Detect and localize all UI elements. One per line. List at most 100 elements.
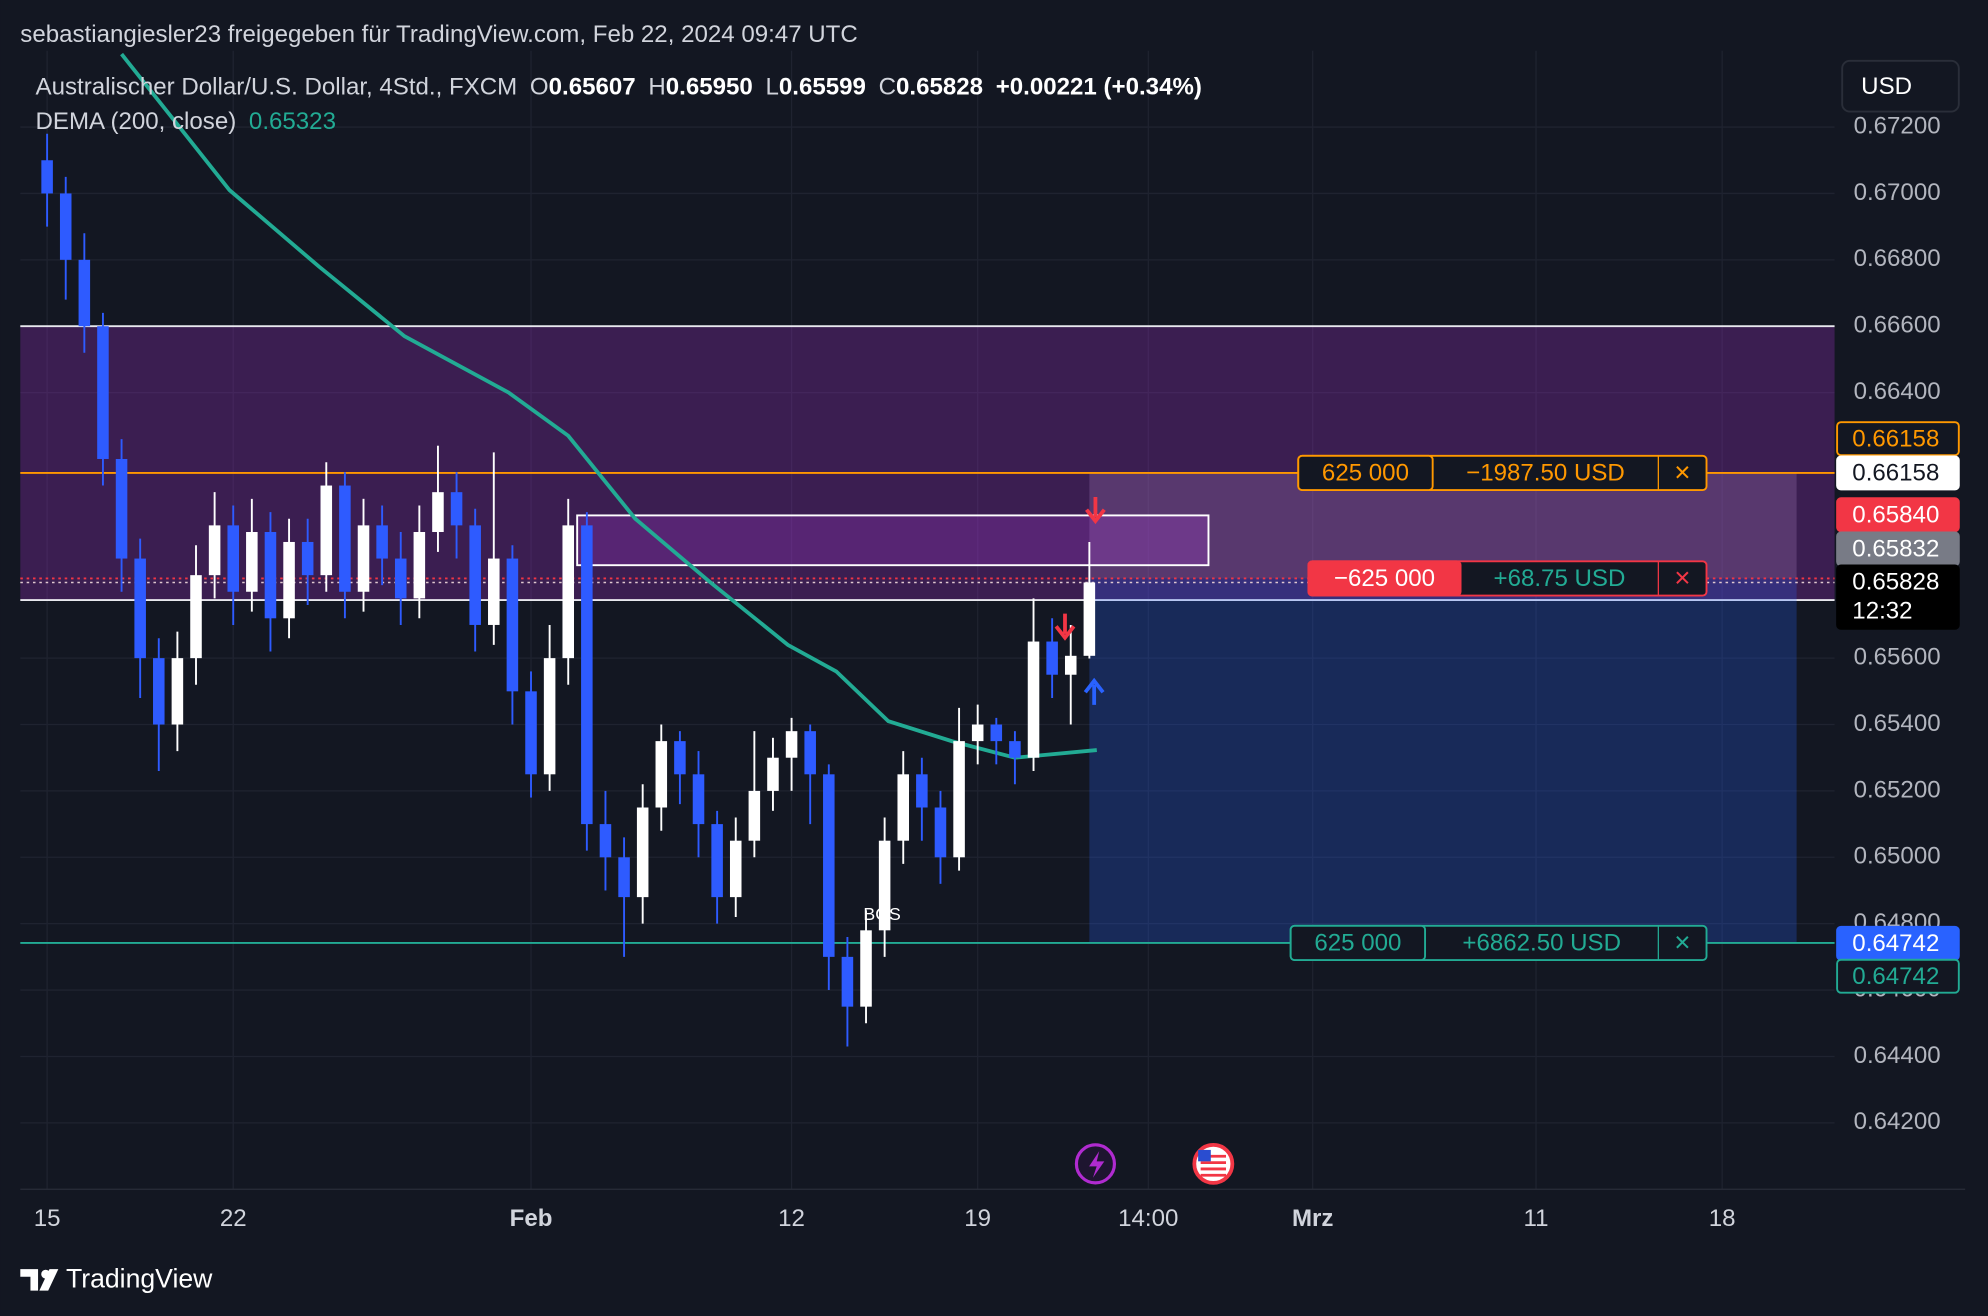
drawn-box [576, 514, 1210, 567]
candle-body [562, 525, 575, 659]
candle-body [581, 525, 593, 825]
candle-body [115, 458, 128, 559]
x-tick-label: Feb [510, 1205, 553, 1232]
price-label-time: 12:32 [1852, 598, 1912, 625]
price-label: 0.65828 [1852, 569, 1939, 596]
candle-body [841, 956, 854, 1007]
legend-value: 0.65950 [666, 74, 753, 101]
candle-body [1046, 641, 1058, 675]
grid: 0.67200 0.67000 0.66800 0.66600 0.66400 0.656… [20, 50, 1941, 1232]
candle-body [59, 193, 72, 260]
candle-body [916, 774, 928, 808]
candle-body [618, 857, 630, 898]
candle-body [543, 658, 556, 775]
y-tick-label: 0.64400 [1854, 1042, 1941, 1069]
candle-body [376, 525, 388, 559]
candle-body [1027, 641, 1040, 758]
legend-key: O [530, 74, 549, 101]
candle-body [134, 558, 146, 659]
lightning [1089, 1151, 1105, 1178]
x-tick-label: 12 [778, 1205, 805, 1232]
candle-body [692, 774, 705, 825]
position-pnl: +6862.50 USD [1462, 930, 1621, 957]
qty-bg [1289, 924, 1427, 961]
indicator-value: 0.65323 [249, 108, 336, 135]
flag-canton [1198, 1149, 1211, 1162]
sell-arrow [1085, 496, 1106, 525]
position-close[interactable]: × [1674, 562, 1690, 593]
candle-body [823, 774, 835, 957]
price-label: 0.65840 [1852, 501, 1939, 528]
candle-body [78, 259, 91, 327]
y-tick-label: 0.67200 [1854, 112, 1941, 139]
candle-body [1064, 655, 1077, 675]
candle-body [525, 691, 537, 775]
position-close[interactable]: × [1674, 927, 1690, 958]
legend-key: C [879, 74, 896, 101]
candle-body [767, 757, 779, 791]
candle-body [711, 824, 723, 898]
icons [1054, 496, 1235, 1185]
annotation: BOS [863, 904, 901, 924]
candle-body [785, 731, 798, 758]
candle-body [655, 741, 668, 808]
candle-body [990, 724, 1003, 742]
price-label: 0.66158 [1852, 460, 1939, 487]
candle-body [246, 532, 258, 592]
price-label-bg [1836, 497, 1960, 533]
x-tick-label: 19 [964, 1205, 991, 1232]
candle-body [171, 658, 184, 725]
indicator-name: DEMA (200, close) [36, 108, 237, 135]
position-close[interactable]: × [1674, 457, 1690, 488]
brand: TradingView [66, 1264, 213, 1294]
y-tick-label: 0.66800 [1854, 245, 1941, 272]
candle-body [320, 485, 333, 576]
candle-body [729, 840, 742, 898]
y-tick-label: 0.66600 [1854, 312, 1941, 339]
candle-body [748, 790, 761, 841]
position-pnl: −1987.50 USD [1466, 460, 1625, 487]
position-row: 625 000 +6862.50 USD × [1289, 924, 1708, 961]
x-tick-label: 11 [1524, 1205, 1549, 1232]
candle-body [227, 525, 239, 592]
candle-body [301, 541, 314, 576]
currency: USD [1861, 73, 1912, 100]
candle-body [208, 525, 221, 576]
legend-change: +0.00221 (+0.34%) [996, 74, 1202, 101]
x-tick-label: 22 [220, 1205, 247, 1232]
candle-body [283, 541, 295, 619]
candle-body [357, 525, 370, 592]
currency-button[interactable] [1841, 59, 1960, 113]
candle-body [264, 532, 277, 619]
qty-bg [1307, 560, 1462, 597]
candle-body [1083, 582, 1096, 656]
sell-arrow [1054, 613, 1076, 641]
qty-bg [1297, 454, 1434, 491]
x-tick-label: Mrz [1292, 1205, 1333, 1232]
y-tick-label: 0.66400 [1854, 378, 1941, 405]
flag [1200, 1154, 1227, 1177]
buy-arrow [1083, 677, 1105, 705]
y-tick-label: 0.65000 [1854, 843, 1941, 870]
y-tick-label: 0.65600 [1854, 643, 1941, 670]
price-label-bg [1836, 564, 1960, 630]
indicator-legend: DEMA (200, close) 0.65323 [36, 108, 336, 135]
candle-body [636, 807, 649, 898]
position-pnl: +68.75 USD [1494, 565, 1626, 592]
legend-value: 0.65828 [896, 74, 983, 101]
candle-body [971, 724, 984, 742]
price-label: 0.66158 [1852, 425, 1939, 452]
candle-body [953, 741, 965, 858]
candle-body [934, 807, 947, 858]
y-tick-label: 0.65200 [1854, 776, 1941, 803]
candle-body [190, 575, 202, 659]
candle-body [432, 492, 444, 533]
x-tick-label: 15 [34, 1205, 61, 1232]
position-qty: 625 000 [1314, 930, 1401, 957]
profit-area [1089, 578, 1797, 943]
price-label-bg [1836, 421, 1960, 457]
labels: 625 000 −1987.50 USD ×−625 000 +68.75 USD ×6… [36, 74, 1960, 994]
price-label: 0.64742 [1852, 963, 1939, 990]
x-tick-label: 14:00 [1118, 1205, 1178, 1232]
candle-body [1009, 741, 1021, 758]
